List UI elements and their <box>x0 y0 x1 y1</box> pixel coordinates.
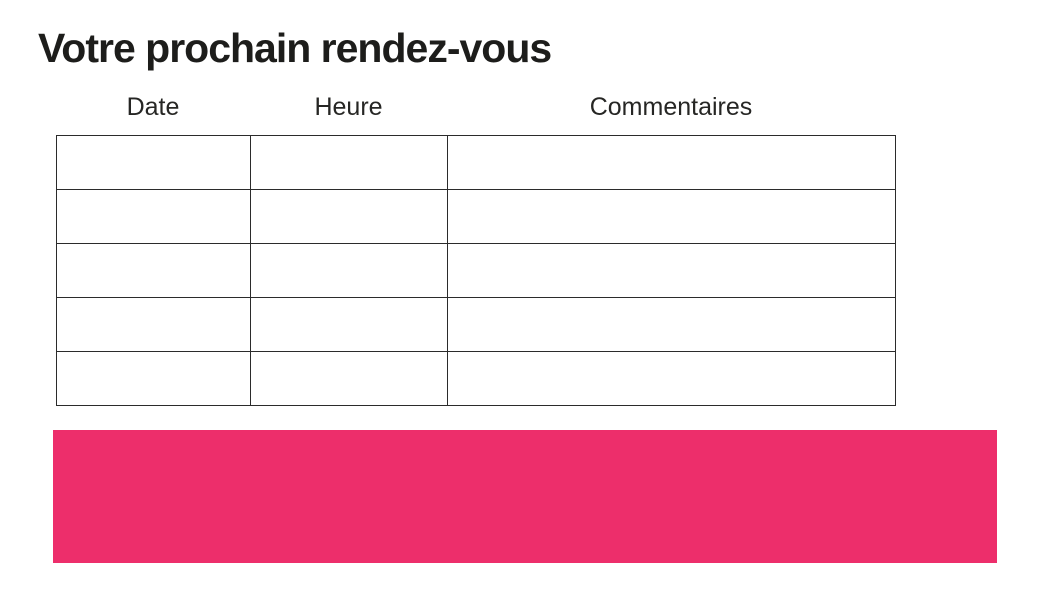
table-cell <box>447 189 896 244</box>
appointments-table <box>56 135 896 406</box>
table-cell <box>56 351 251 406</box>
table-column-headers: Date Heure Commentaires <box>56 91 895 124</box>
table-cell <box>447 135 896 190</box>
table-row <box>56 189 896 244</box>
table-cell <box>56 297 251 352</box>
column-header-date: Date <box>126 93 180 121</box>
table-cell <box>250 189 448 244</box>
table-cell <box>447 351 896 406</box>
table-cell <box>250 297 448 352</box>
table-cell <box>250 243 448 298</box>
column-header-heure: Heure <box>314 93 383 121</box>
accent-banner <box>53 430 997 563</box>
table-cell <box>250 135 448 190</box>
table-cell <box>56 189 251 244</box>
table-cell <box>56 243 251 298</box>
table-cell <box>447 243 896 298</box>
appointments-table-body <box>56 135 896 406</box>
table-cell <box>56 135 251 190</box>
table-row <box>56 243 896 298</box>
column-header-commentaires: Commentaires <box>589 93 753 121</box>
table-row <box>56 297 896 352</box>
page-title: Votre prochain rendez-vous <box>38 25 552 71</box>
table-row <box>56 351 896 406</box>
table-cell <box>250 351 448 406</box>
table-cell <box>447 297 896 352</box>
table-row <box>56 135 896 190</box>
